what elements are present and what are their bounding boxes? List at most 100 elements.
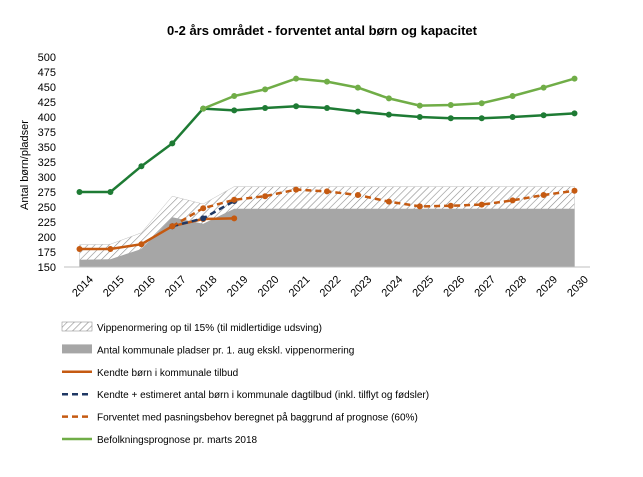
data-point-5-4 <box>200 105 207 112</box>
data-point-5-10 <box>385 95 392 102</box>
x-tick-label: 2018 <box>194 274 220 300</box>
x-tick-label: 2015 <box>101 274 127 300</box>
y-tick-label: 300 <box>38 172 56 184</box>
y-tick-label: 500 <box>38 52 56 64</box>
data-point-4-13 <box>478 201 485 208</box>
data-point-5-11 <box>416 102 423 109</box>
data-point-5-9 <box>354 84 361 91</box>
series-line-4 <box>171 188 575 228</box>
y-tick-label: 225 <box>38 217 56 229</box>
x-tick-label: 2020 <box>256 274 282 300</box>
data-point-4-8 <box>324 188 330 195</box>
x-tick-label: 2026 <box>441 274 467 300</box>
legend-entry-3: Kendte + estimeret antal børn i kommunal… <box>62 390 429 401</box>
x-tick-label: 2029 <box>534 274 560 300</box>
data-point-6-16 <box>571 110 578 117</box>
legend-entry-0: Vippenormering op til 15% (til midlertid… <box>61 321 322 334</box>
data-point-4-16 <box>571 187 578 194</box>
y-tick-label: 350 <box>38 142 56 154</box>
y-tick-label: 175 <box>38 247 56 259</box>
data-point-6-2 <box>138 163 145 170</box>
x-tick-label: 2030 <box>565 274 591 300</box>
data-point-5-7 <box>293 75 300 82</box>
data-point-4-14 <box>509 197 516 204</box>
legend-swatch <box>61 321 93 332</box>
data-point-4-3 <box>169 223 176 230</box>
y-axis-label: Antal børn/pladser <box>19 120 31 210</box>
y-tick-label: 275 <box>38 187 56 199</box>
y-tick-label: 425 <box>38 97 56 109</box>
x-tick-label: 2016 <box>132 274 158 300</box>
data-point-5-13 <box>478 100 485 107</box>
data-point-6-15 <box>540 112 547 119</box>
legend-entry-2: Kendte børn i kommunale tilbud <box>62 368 238 379</box>
legend-label: Kendte børn i kommunale tilbud <box>97 368 238 379</box>
data-point-4-4 <box>200 205 207 212</box>
data-point-6-14 <box>509 114 516 120</box>
data-point-4-7 <box>293 186 300 193</box>
x-tick-label: 2025 <box>410 274 436 300</box>
legend-label: Vippenormering op til 15% (til midlertid… <box>97 323 322 334</box>
data-point-5-14 <box>509 93 516 99</box>
legend-label: Antal kommunale pladser pr. 1. aug ekskl… <box>97 345 354 356</box>
data-point-2-0 <box>76 246 83 252</box>
data-point-5-16 <box>571 75 578 82</box>
legend-entry-5: Befolkningsprognose pr. marts 2018 <box>62 435 258 446</box>
data-point-6-1 <box>107 189 114 195</box>
y-axis: 150 175 200 225 250 275 300 325 350 375 400 425 450 4… <box>38 52 56 274</box>
data-point-4-12 <box>447 202 454 209</box>
data-point-5-15 <box>540 84 547 91</box>
data-point-6-0 <box>76 189 83 195</box>
x-tick-label: 2022 <box>318 274 344 300</box>
data-point-4-6 <box>262 193 269 200</box>
data-point-4-10 <box>385 198 392 205</box>
x-tick-label: 2024 <box>380 274 406 300</box>
data-point-2-2 <box>138 241 145 248</box>
series-line-6 <box>79 104 575 194</box>
data-point-6-12 <box>447 115 454 122</box>
legend-swatch <box>62 344 92 354</box>
data-point-5-12 <box>447 102 454 108</box>
data-point-2-1 <box>107 246 114 252</box>
x-axis: 2014 2015 2016 2017 2018 2019 2020 2021 2022 2023… <box>64 266 591 300</box>
data-point-5-5 <box>231 93 238 99</box>
x-tick-label: 2014 <box>70 274 96 300</box>
legend-label: Forventet med pasningsbehov beregnet på … <box>97 412 418 424</box>
x-tick-label: 2027 <box>472 274 498 300</box>
data-point-3-4 <box>200 215 207 222</box>
data-point-6-11 <box>416 114 423 120</box>
data-point-4-5 <box>231 196 238 203</box>
legend-label: Befolkningsprognose pr. marts 2018 <box>97 435 258 446</box>
x-tick-label: 2028 <box>503 274 529 300</box>
data-point-6-6 <box>262 105 269 111</box>
data-point-6-5 <box>231 107 238 114</box>
y-tick-label: 450 <box>38 82 56 94</box>
x-tick-label: 2021 <box>287 274 313 300</box>
plot-area <box>76 75 578 268</box>
y-tick-label: 150 <box>38 262 56 274</box>
data-point-5-8 <box>324 78 330 85</box>
data-point-2-5 <box>231 215 238 222</box>
legend-label: Kendte + estimeret antal børn i kommunal… <box>97 390 429 401</box>
data-point-5-6 <box>262 86 269 93</box>
data-point-6-13 <box>478 115 485 122</box>
series-line-2 <box>79 217 235 251</box>
legend-entry-4: Forventet med pasningsbehov beregnet på … <box>62 412 418 424</box>
series-line-5 <box>202 77 575 110</box>
y-tick-label: 325 <box>38 157 56 169</box>
legend: Vippenormering op til 15% (til midlertid… <box>61 321 429 446</box>
x-tick-label: 2019 <box>225 274 251 300</box>
y-tick-label: 475 <box>38 67 56 79</box>
series-area-1 <box>79 208 575 267</box>
data-point-6-7 <box>293 103 300 110</box>
y-tick-label: 250 <box>38 202 56 214</box>
legend-entry-1: Antal kommunale pladser pr. 1. aug ekskl… <box>62 344 354 356</box>
data-point-4-9 <box>354 192 361 198</box>
data-point-4-15 <box>540 192 547 198</box>
data-point-6-8 <box>324 105 330 111</box>
chart-title: 0-2 års området - forventet antal børn o… <box>167 23 478 38</box>
y-tick-label: 400 <box>38 112 56 124</box>
x-tick-label: 2023 <box>349 274 375 300</box>
y-tick-label: 375 <box>38 127 56 139</box>
